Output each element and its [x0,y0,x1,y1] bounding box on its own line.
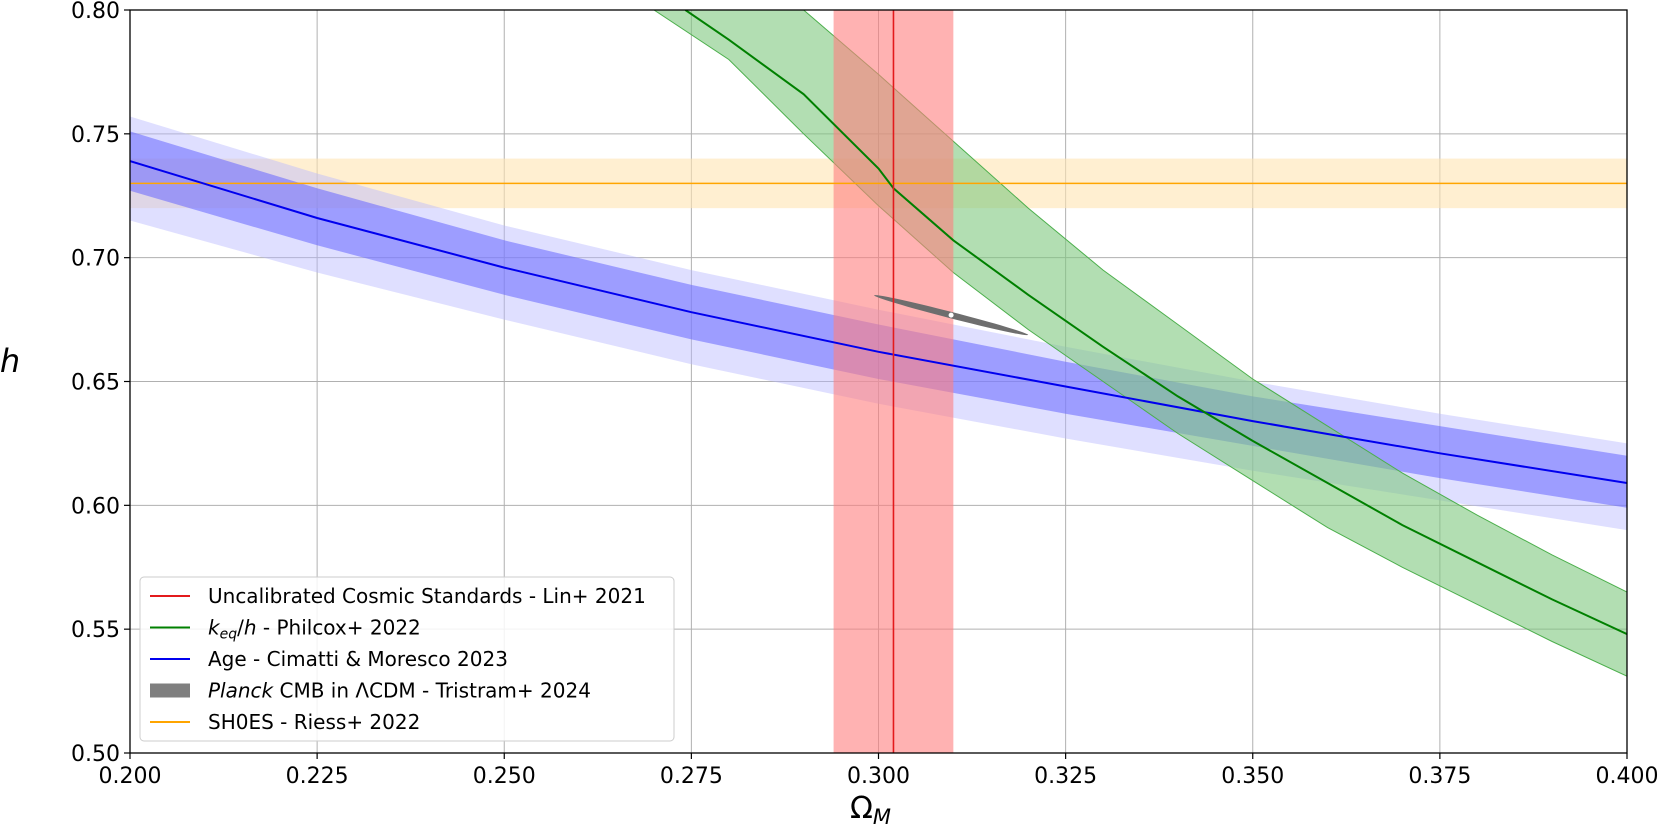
plot-area [130,10,1627,753]
philcox-line [684,10,1627,636]
legend-label-lin-part-0: Uncalibrated Cosmic Standards - Lin+ 202… [208,584,646,608]
legend-label-age: Age - Cimatti & Moresco 2023 [208,647,508,671]
legend-label-shoes-part-0: SH0ES - Riess+ 2022 [208,710,420,734]
age-line [130,160,1627,484]
y-tick-label-6: 0.80 [71,0,120,24]
y-tick-label-3: 0.65 [71,371,120,396]
x-tick-label-1: 0.225 [286,764,349,789]
x-axis-label-main: Ω [850,791,873,825]
legend-label-philcox: keq/h - Philcox+ 2022 [208,616,421,643]
planck-best-fit-point [948,312,954,318]
y-tick-label-5: 0.75 [71,123,120,148]
legend-label-philcox-part-4: - Philcox+ 2022 [257,616,421,640]
x-tick-label-4: 0.300 [847,764,910,789]
x-tick-label-3: 0.275 [660,764,723,789]
x-tick-label-2: 0.250 [473,764,536,789]
legend-box [139,576,675,742]
legend-label-planck-part-0: Planck [208,679,275,703]
legend-label-philcox-part-1: eq [220,627,238,643]
x-axis-label: ΩM [850,791,891,825]
legend-label-philcox-part-3: h [244,616,257,640]
x-axis-label-subscript: M [873,805,891,825]
legend-label-philcox-part-0: k [208,616,221,640]
legend-label-shoes: SH0ES - Riess+ 2022 [208,710,420,734]
x-tick-label-0: 0.200 [99,764,162,789]
legend: Uncalibrated Cosmic Standards - Lin+ 202… [139,576,675,742]
legend-label-planck-part-1: CMB in ΛCDM - Tristram+ 2024 [273,679,591,703]
x-tick-label-6: 0.350 [1221,764,1284,789]
legend-label-age-part-0: Age - Cimatti & Moresco 2023 [208,647,508,671]
legend-swatch-planck [150,683,190,698]
x-tick-label-5: 0.325 [1034,764,1097,789]
legend-label-philcox-part-2: / [237,616,244,640]
legend-label-lin: Uncalibrated Cosmic Standards - Lin+ 202… [208,584,646,608]
x-tick-label-7: 0.375 [1408,764,1471,789]
legend-label-planck: Planck CMB in ΛCDM - Tristram+ 2024 [208,679,591,703]
x-tick-label-8: 0.400 [1596,764,1659,789]
y-axis-label: h [0,342,20,380]
y-tick-label-4: 0.70 [71,247,120,272]
y-tick-label-1: 0.55 [71,618,120,643]
y-tick-label-2: 0.60 [71,494,120,519]
y-tick-label-0: 0.50 [71,742,120,767]
